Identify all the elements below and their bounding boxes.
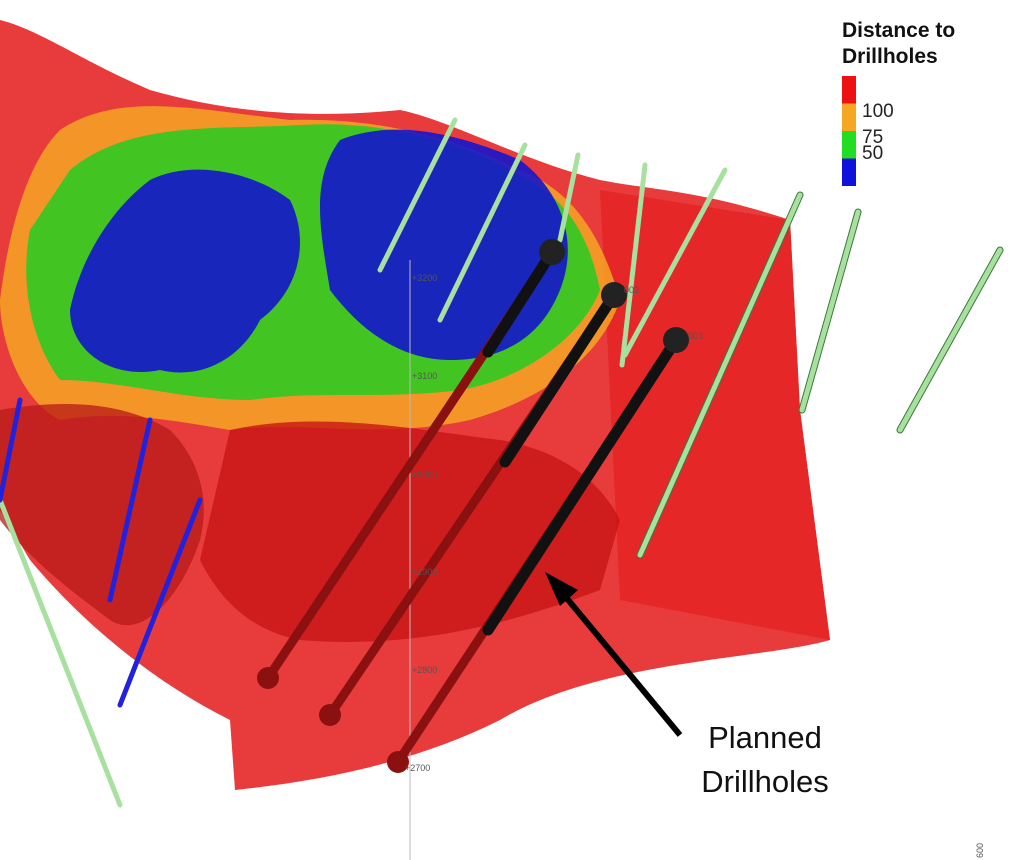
drillhole bbox=[897, 247, 1003, 433]
corner-label: 600 bbox=[975, 843, 985, 858]
planned-hole bbox=[482, 334, 682, 636]
legend-title: Drillholes bbox=[842, 45, 938, 68]
collar bbox=[601, 282, 627, 308]
planned-hole bbox=[482, 246, 558, 358]
elevation-label: +2800 bbox=[412, 665, 437, 675]
red-face bbox=[600, 190, 830, 640]
drillhole bbox=[619, 162, 648, 368]
drillhole bbox=[0, 497, 123, 808]
drillhole bbox=[637, 192, 803, 558]
drillhole bbox=[557, 152, 581, 243]
legend-swatch bbox=[842, 158, 856, 186]
legend-swatch bbox=[842, 76, 856, 104]
elevation-label: +3000 bbox=[412, 470, 437, 480]
elevation-label: +2900 bbox=[412, 567, 437, 577]
collar bbox=[663, 327, 689, 353]
tunnel-section bbox=[0, 404, 204, 626]
elevation-label: +2700 bbox=[405, 763, 430, 773]
arrow-head bbox=[545, 572, 578, 606]
drillhole bbox=[377, 117, 458, 273]
annotation-arrow bbox=[557, 588, 683, 737]
drillhole bbox=[799, 209, 861, 413]
drillhole bbox=[0, 397, 23, 503]
elevation-label: +3100 bbox=[412, 371, 437, 381]
annotation: Drillholes bbox=[701, 764, 828, 799]
legend-label: 100 bbox=[862, 101, 894, 122]
legend-label: 75 bbox=[862, 127, 883, 148]
hole-label: 003 bbox=[688, 331, 703, 341]
legend-swatches bbox=[842, 76, 856, 186]
end-point bbox=[387, 751, 409, 773]
elevation-label: +3200 bbox=[412, 273, 437, 283]
drillhole bbox=[107, 417, 153, 603]
drillhole bbox=[437, 142, 528, 323]
end-point bbox=[257, 667, 279, 689]
hole-label: 002 bbox=[624, 285, 639, 295]
annotation: Planned bbox=[708, 720, 822, 755]
end-point bbox=[319, 704, 341, 726]
drillhole bbox=[117, 497, 203, 708]
legend-title: Distance to bbox=[842, 19, 955, 42]
planned-drillholes bbox=[257, 239, 689, 773]
legend: Distance to Drillholes 100 75 50 bbox=[842, 19, 955, 186]
collar bbox=[539, 239, 565, 265]
drillhole bbox=[622, 167, 728, 358]
legend-label: 50 bbox=[862, 143, 883, 164]
planned-hole bbox=[499, 289, 620, 468]
legend-swatch bbox=[842, 131, 856, 159]
legend-swatch bbox=[842, 103, 856, 131]
blue-zone bbox=[70, 169, 300, 373]
existing-drillholes bbox=[0, 117, 1004, 808]
